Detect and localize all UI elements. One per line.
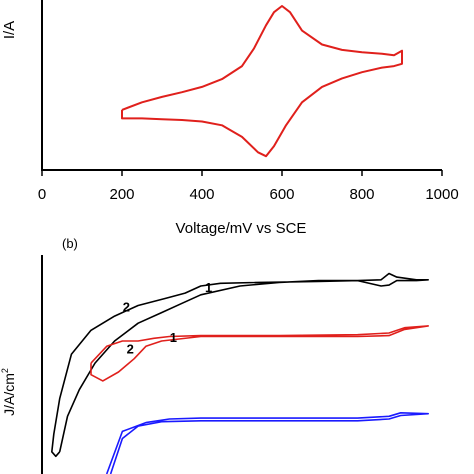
x-tick-label: 1000 <box>425 186 458 203</box>
panel-a-cv-curve <box>121 5 403 158</box>
panel-b-ylabel-sup: 2 <box>0 368 10 373</box>
curve-number-label: 1 <box>205 280 212 295</box>
x-tick-label: 800 <box>349 186 374 203</box>
x-tick-label: 400 <box>189 186 214 203</box>
panel-b-series-2 <box>90 325 429 382</box>
panel-b-annotations: 1 2 1 2 <box>123 280 213 356</box>
x-tick-label: 600 <box>269 186 294 203</box>
curve-number-label: 2 <box>127 341 134 356</box>
panel-b-ylabel-text: J/A/cm <box>1 373 17 416</box>
panel-b-ylabel: J/A/cm2 <box>0 368 17 416</box>
curve-number-label: 2 <box>123 300 130 315</box>
panel-a-x-ticks: 0 200 400 600 800 1000 <box>38 170 459 203</box>
x-tick-label: 0 <box>38 186 46 203</box>
x-tick-label: 200 <box>109 186 134 203</box>
panel-b-label: (b) <box>62 236 78 251</box>
svg-text:J/A/cm2: J/A/cm2 <box>0 368 17 416</box>
panel-a-xlabel: Voltage/mV vs SCE <box>176 220 307 237</box>
panel-a: I/A 0 200 400 600 800 1000 Voltage/mV vs SCE <box>1 0 459 237</box>
panel-a-ylabel: I/A <box>1 21 18 39</box>
curve-number-label: 1 <box>170 330 177 345</box>
panel-b-curves <box>51 272 429 474</box>
panel-b-series-3 <box>105 412 429 474</box>
panel-b-series-1 <box>51 272 429 458</box>
